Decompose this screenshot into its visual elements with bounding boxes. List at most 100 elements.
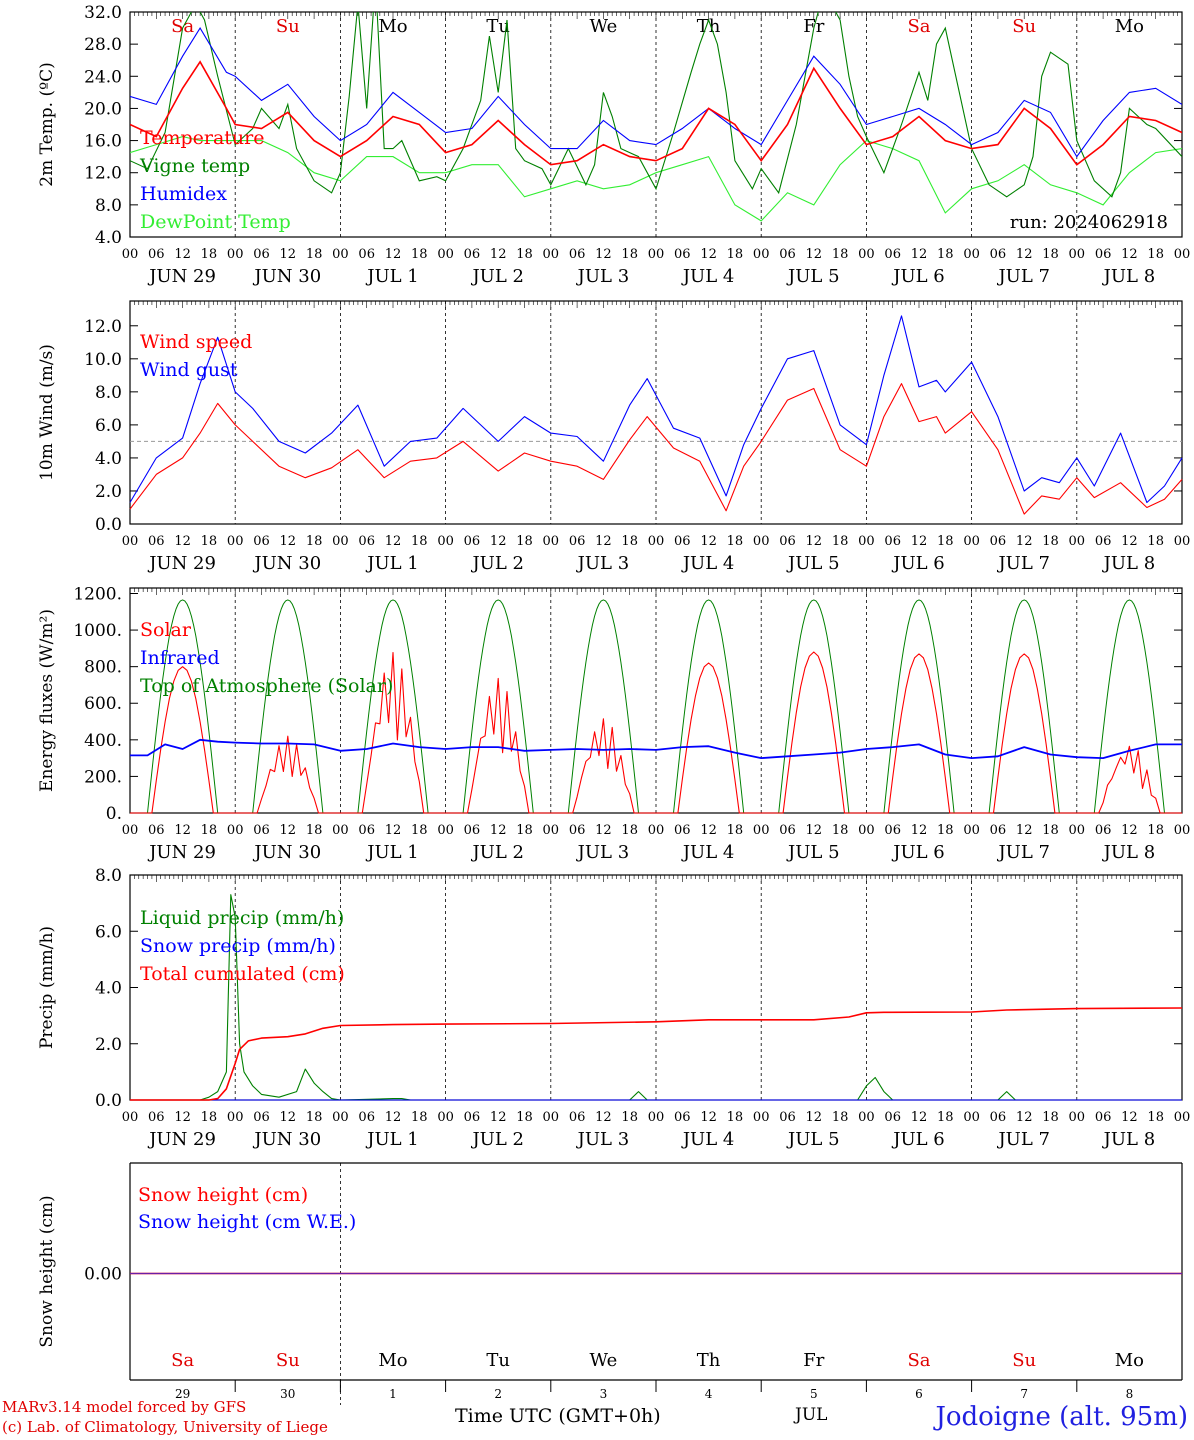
hour-label: 06 (990, 534, 1007, 549)
hour-label: 18 (411, 823, 428, 838)
day-name: Su (276, 1350, 300, 1371)
hour-label: 06 (569, 823, 586, 838)
date-label: JUL 3 (576, 842, 630, 863)
hour-label: 12 (1121, 534, 1138, 549)
hour-label: 00 (437, 247, 454, 262)
date-label: JUL 1 (365, 1129, 419, 1150)
infrared-line (130, 738, 1182, 759)
hour-label: 12 (385, 1110, 402, 1125)
hour-label: 00 (648, 247, 665, 262)
date-label: JUN 29 (147, 553, 216, 574)
hour-label: 00 (543, 823, 560, 838)
run-label: run: 2024062918 (1010, 212, 1168, 233)
day-name: Sa (171, 1350, 194, 1371)
date-label: JUL 6 (891, 553, 945, 574)
hour-label: 00 (543, 1110, 560, 1125)
snow-legend-item: Snow height (cm) (138, 1184, 308, 1206)
temp-ytick-label: 24.0 (84, 67, 122, 87)
wind-ytick-label: 4.0 (95, 449, 122, 469)
wind-ytick-label: 6.0 (95, 416, 122, 436)
temp-legend-item: DewPoint Temp (140, 211, 291, 233)
hour-label: 00 (1174, 247, 1191, 262)
date-label: JUL 7 (996, 1129, 1050, 1150)
hour-label: 06 (1095, 823, 1112, 838)
hour-label: 12 (385, 247, 402, 262)
date-label: JUL 5 (786, 266, 840, 287)
hour-label: 06 (674, 247, 691, 262)
day-name: Fr (803, 1350, 824, 1371)
temp-panel-hour-ticks (129, 12, 1183, 19)
hour-label: 12 (1121, 823, 1138, 838)
hour-label: 00 (753, 247, 770, 262)
date-label: JUL 2 (470, 266, 524, 287)
wind-legend-item: Wind gust (140, 359, 238, 381)
hour-label: 18 (201, 1110, 218, 1125)
hour-label: 06 (990, 1110, 1007, 1125)
hour-label: 18 (937, 1110, 954, 1125)
date-label: JUL 8 (1102, 553, 1156, 574)
hour-label: 06 (990, 823, 1007, 838)
hour-label: 18 (411, 1110, 428, 1125)
hour-label: 06 (569, 247, 586, 262)
day-name: Mo (378, 16, 407, 37)
date-label: JUL 4 (681, 266, 735, 287)
hour-label: 00 (858, 823, 875, 838)
day-number: 3 (600, 1387, 608, 1401)
day-name: Th (697, 16, 721, 37)
day-name: Sa (907, 16, 930, 37)
snow-ytick-label: 0.00 (84, 1265, 122, 1285)
day-number: 2 (494, 1387, 502, 1401)
hour-label: 18 (937, 823, 954, 838)
hour-label: 18 (201, 534, 218, 549)
date-label: JUN 29 (147, 1129, 216, 1150)
hour-label: 12 (911, 1110, 928, 1125)
hour-label: 00 (332, 247, 349, 262)
hour-label: 18 (621, 247, 638, 262)
hour-label: 18 (832, 823, 849, 838)
hour-label: 12 (280, 247, 297, 262)
hour-label: 06 (674, 1110, 691, 1125)
hour-label: 12 (280, 1110, 297, 1125)
hour-label: 12 (385, 823, 402, 838)
hour-label: 00 (753, 534, 770, 549)
precip-legend-item: Liquid precip (mm/h) (140, 907, 344, 929)
precip-panel-time-labels: 00 06 12 18 00 06 12 18 00 06 12 18 00 06 12 18 00 06 12 18… (122, 1110, 1191, 1150)
hour-label: 06 (1095, 534, 1112, 549)
hour-label: 18 (832, 247, 849, 262)
precip-ytick-label: 8.0 (95, 866, 122, 886)
humidex-line (130, 27, 1182, 158)
energy-ytick-label: 200. (84, 767, 122, 787)
month-label: JUL (795, 1405, 828, 1425)
hour-label: 18 (727, 247, 744, 262)
hour-label: 12 (174, 823, 191, 838)
hour-label: 06 (674, 534, 691, 549)
hour-label: 12 (700, 1110, 717, 1125)
wind-ytick-label: 10.0 (84, 350, 122, 370)
temp-ytick-label: 28.0 (84, 35, 122, 55)
hour-label: 12 (174, 1110, 191, 1125)
hour-label: 18 (411, 534, 428, 549)
hour-label: 00 (753, 823, 770, 838)
date-label: JUL 5 (786, 1129, 840, 1150)
temp-legend-item: Vigne temp (139, 155, 250, 177)
hour-label: 00 (648, 1110, 665, 1125)
hour-label: 12 (911, 534, 928, 549)
hour-label: 12 (700, 823, 717, 838)
hour-label: 12 (595, 534, 612, 549)
hour-label: 18 (1147, 247, 1164, 262)
hour-label: 12 (806, 534, 823, 549)
date-label: JUL 5 (786, 842, 840, 863)
hour-label: 06 (779, 534, 796, 549)
hour-label: 18 (621, 823, 638, 838)
hour-label: 00 (648, 534, 665, 549)
hour-label: 06 (148, 1110, 165, 1125)
day-name: Sa (171, 16, 194, 37)
date-label: JUN 29 (147, 842, 216, 863)
hour-label: 06 (358, 823, 375, 838)
hour-label: 12 (490, 823, 507, 838)
day-number: 7 (1020, 1387, 1028, 1401)
hour-label: 18 (1147, 1110, 1164, 1125)
hour-label: 12 (700, 247, 717, 262)
hour-label: 12 (1016, 247, 1033, 262)
